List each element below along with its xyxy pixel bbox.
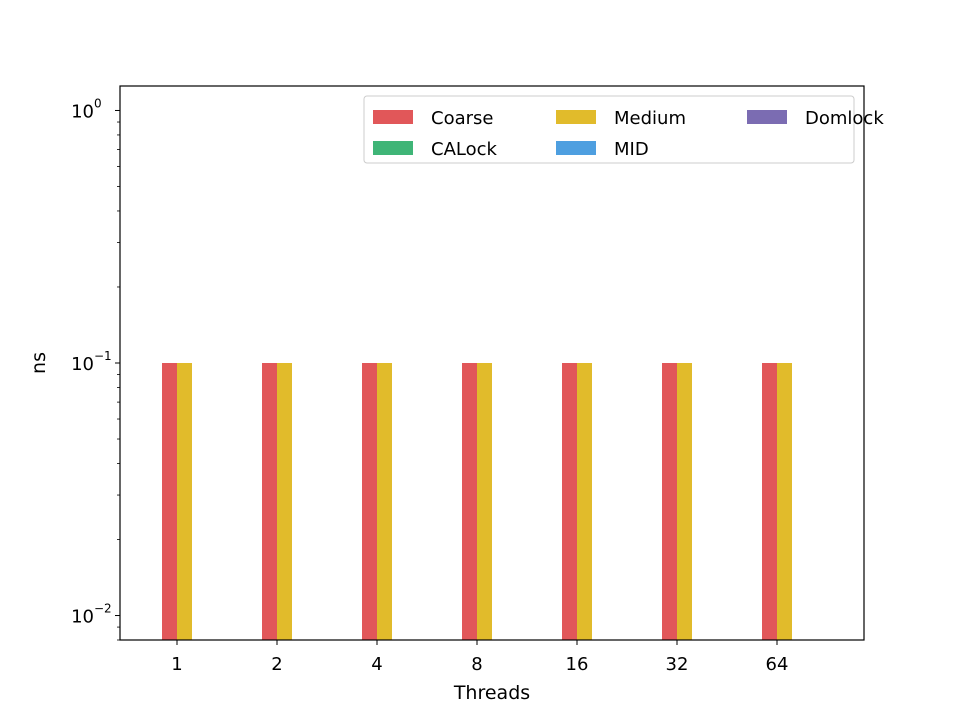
- legend-swatch: [556, 110, 596, 124]
- y-tick-label: 10: [71, 101, 94, 122]
- legend-swatch: [373, 110, 413, 124]
- legend-label: MID: [614, 139, 649, 160]
- legend-swatch: [373, 141, 413, 155]
- x-tick-label: 16: [566, 654, 589, 675]
- x-tick-label: 8: [471, 654, 482, 675]
- legend-frame: [363, 95, 855, 164]
- x-tick-label: 1: [171, 654, 182, 675]
- bar: [662, 363, 677, 640]
- x-axis: 1 2 4 8 16 32 64: [171, 640, 788, 675]
- y-tick-exponent: −2: [94, 602, 112, 616]
- bar: [562, 363, 577, 640]
- y-tick-label: 10: [71, 607, 94, 628]
- bar: [577, 363, 592, 640]
- legend-label: Medium: [614, 108, 686, 129]
- bars: [162, 363, 792, 640]
- x-axis-label: Threads: [453, 682, 530, 704]
- y-tick-exponent: 0: [94, 96, 102, 110]
- legend-label: CALock: [431, 139, 498, 160]
- y-tick-label: 10: [71, 354, 94, 375]
- bar: [162, 363, 177, 640]
- y-tick-exponent: −1: [94, 349, 112, 363]
- x-tick-label: 64: [766, 654, 789, 675]
- bar: [277, 363, 292, 640]
- bar: [777, 363, 792, 640]
- bar: [177, 363, 192, 640]
- x-tick-label: 32: [666, 654, 689, 675]
- plot-area-frame: [119, 85, 865, 641]
- legend-swatch: [556, 141, 596, 155]
- bar: [462, 363, 477, 640]
- legend: Coarse Medium Domlock CALock MID: [363, 95, 884, 164]
- legend-swatch: [747, 110, 787, 124]
- bar: [762, 363, 777, 640]
- legend-label: Domlock: [805, 108, 884, 129]
- x-tick-label: 2: [271, 654, 282, 675]
- bar: [477, 363, 492, 640]
- bar: [362, 363, 377, 640]
- bar: [262, 363, 277, 640]
- bar: [677, 363, 692, 640]
- bar: [377, 363, 392, 640]
- legend-label: Coarse: [431, 108, 493, 129]
- x-tick-label: 4: [371, 654, 382, 675]
- y-axis-label: ns: [28, 352, 50, 374]
